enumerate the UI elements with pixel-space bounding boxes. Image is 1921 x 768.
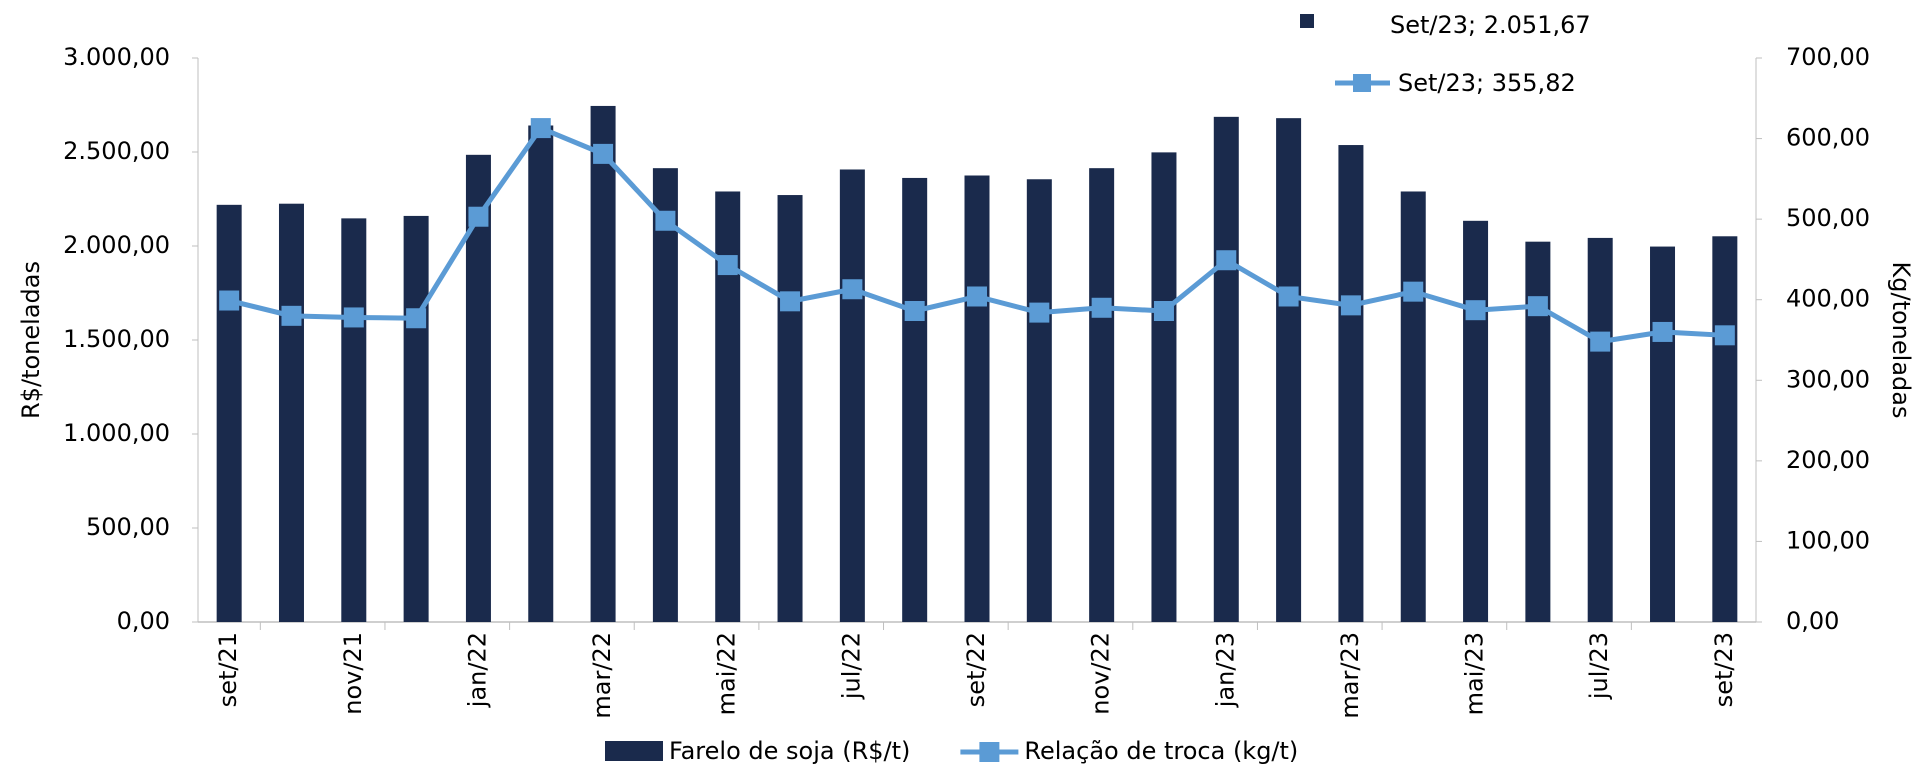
bar <box>1089 168 1115 622</box>
line-marker <box>343 307 364 328</box>
line-marker <box>530 118 551 139</box>
line-marker <box>1590 331 1611 352</box>
line-marker <box>1216 250 1237 271</box>
annotation: Set/23; 355,82 <box>1398 69 1576 97</box>
x-tick-label: mar/23 <box>1336 632 1364 719</box>
y2-tick-label: 200,00 <box>1786 446 1870 474</box>
y2-tick-label: 100,00 <box>1786 526 1870 554</box>
legend-label: Relação de troca (kg/t) <box>1024 737 1298 765</box>
line-marker <box>593 143 614 164</box>
legend-swatch <box>605 741 663 761</box>
x-tick-label: jan/23 <box>1211 632 1239 708</box>
line-marker <box>1527 296 1548 317</box>
bar <box>1712 236 1738 622</box>
bar <box>839 169 865 622</box>
bar <box>1587 237 1613 622</box>
y-tick-label: 1.500,00 <box>63 325 170 353</box>
bar <box>777 195 803 622</box>
y-axis-label: R$/toneladas <box>17 261 45 419</box>
x-tick-label: nov/22 <box>1087 632 1115 715</box>
y2-tick-label: 500,00 <box>1786 204 1870 232</box>
bar <box>1213 116 1239 623</box>
x-tick-label: jan/22 <box>463 632 491 708</box>
bar <box>1276 118 1302 622</box>
bar <box>964 175 990 622</box>
line-marker <box>219 290 240 311</box>
line-marker <box>1465 300 1486 321</box>
x-tick-label: mar/22 <box>588 632 616 719</box>
y-tick-label: 3.000,00 <box>63 43 170 71</box>
bar <box>341 218 367 622</box>
y2-axis-label: Kg/toneladas <box>1887 262 1915 419</box>
y-tick-label: 0,00 <box>117 607 170 635</box>
line-marker <box>1340 295 1361 316</box>
y2-tick-label: 600,00 <box>1786 124 1870 152</box>
bar <box>1650 246 1676 622</box>
x-tick-label: jul/23 <box>1585 632 1613 700</box>
line-marker <box>1714 325 1735 346</box>
bar <box>1026 179 1052 622</box>
bar <box>590 105 616 622</box>
legend-swatch <box>979 742 1000 762</box>
bar <box>403 215 429 623</box>
line-marker <box>1091 297 1112 318</box>
bar <box>278 203 304 622</box>
legend-label: Farelo de soja (R$/t) <box>669 737 910 765</box>
line-marker <box>1153 300 1174 321</box>
x-tick-label: set/21 <box>214 632 242 707</box>
bar <box>1400 191 1426 623</box>
x-tick-label: mai/22 <box>713 632 741 715</box>
line-marker <box>468 206 489 227</box>
y2-tick-label: 300,00 <box>1786 365 1870 393</box>
bar <box>1338 145 1364 622</box>
line-marker <box>406 308 427 329</box>
line-marker <box>842 279 863 300</box>
line-marker <box>655 210 676 231</box>
line-marker <box>1278 286 1299 307</box>
line-marker <box>904 300 925 321</box>
annotation: Set/23; 2.051,67 <box>1390 11 1591 39</box>
x-tick-label: nov/21 <box>339 632 367 715</box>
line-marker <box>780 291 801 312</box>
line-marker <box>1403 281 1424 302</box>
bar <box>528 125 554 622</box>
y-tick-label: 1.000,00 <box>63 419 170 447</box>
bar <box>216 204 242 622</box>
line-marker <box>717 255 738 276</box>
y2-tick-label: 400,00 <box>1786 285 1870 313</box>
bar <box>1463 220 1489 623</box>
line-marker <box>1029 302 1050 323</box>
y-tick-label: 2.000,00 <box>63 231 170 259</box>
y2-tick-label: 0,00 <box>1786 607 1839 635</box>
line-marker <box>281 305 302 326</box>
bar <box>902 177 928 622</box>
x-tick-label: jul/22 <box>837 632 865 700</box>
line-marker <box>1652 321 1673 342</box>
y-tick-label: 2.500,00 <box>63 137 170 165</box>
y-tick-label: 500,00 <box>86 513 170 541</box>
annotation-marker <box>1300 14 1314 28</box>
x-tick-label: set/22 <box>962 632 990 707</box>
bar <box>1151 152 1177 622</box>
line-marker <box>967 286 987 307</box>
y2-tick-label: 700,00 <box>1786 43 1870 71</box>
annotation-marker <box>1353 74 1371 92</box>
x-tick-label: mai/23 <box>1461 632 1489 715</box>
x-tick-label: set/23 <box>1710 632 1738 707</box>
bar <box>652 168 678 622</box>
